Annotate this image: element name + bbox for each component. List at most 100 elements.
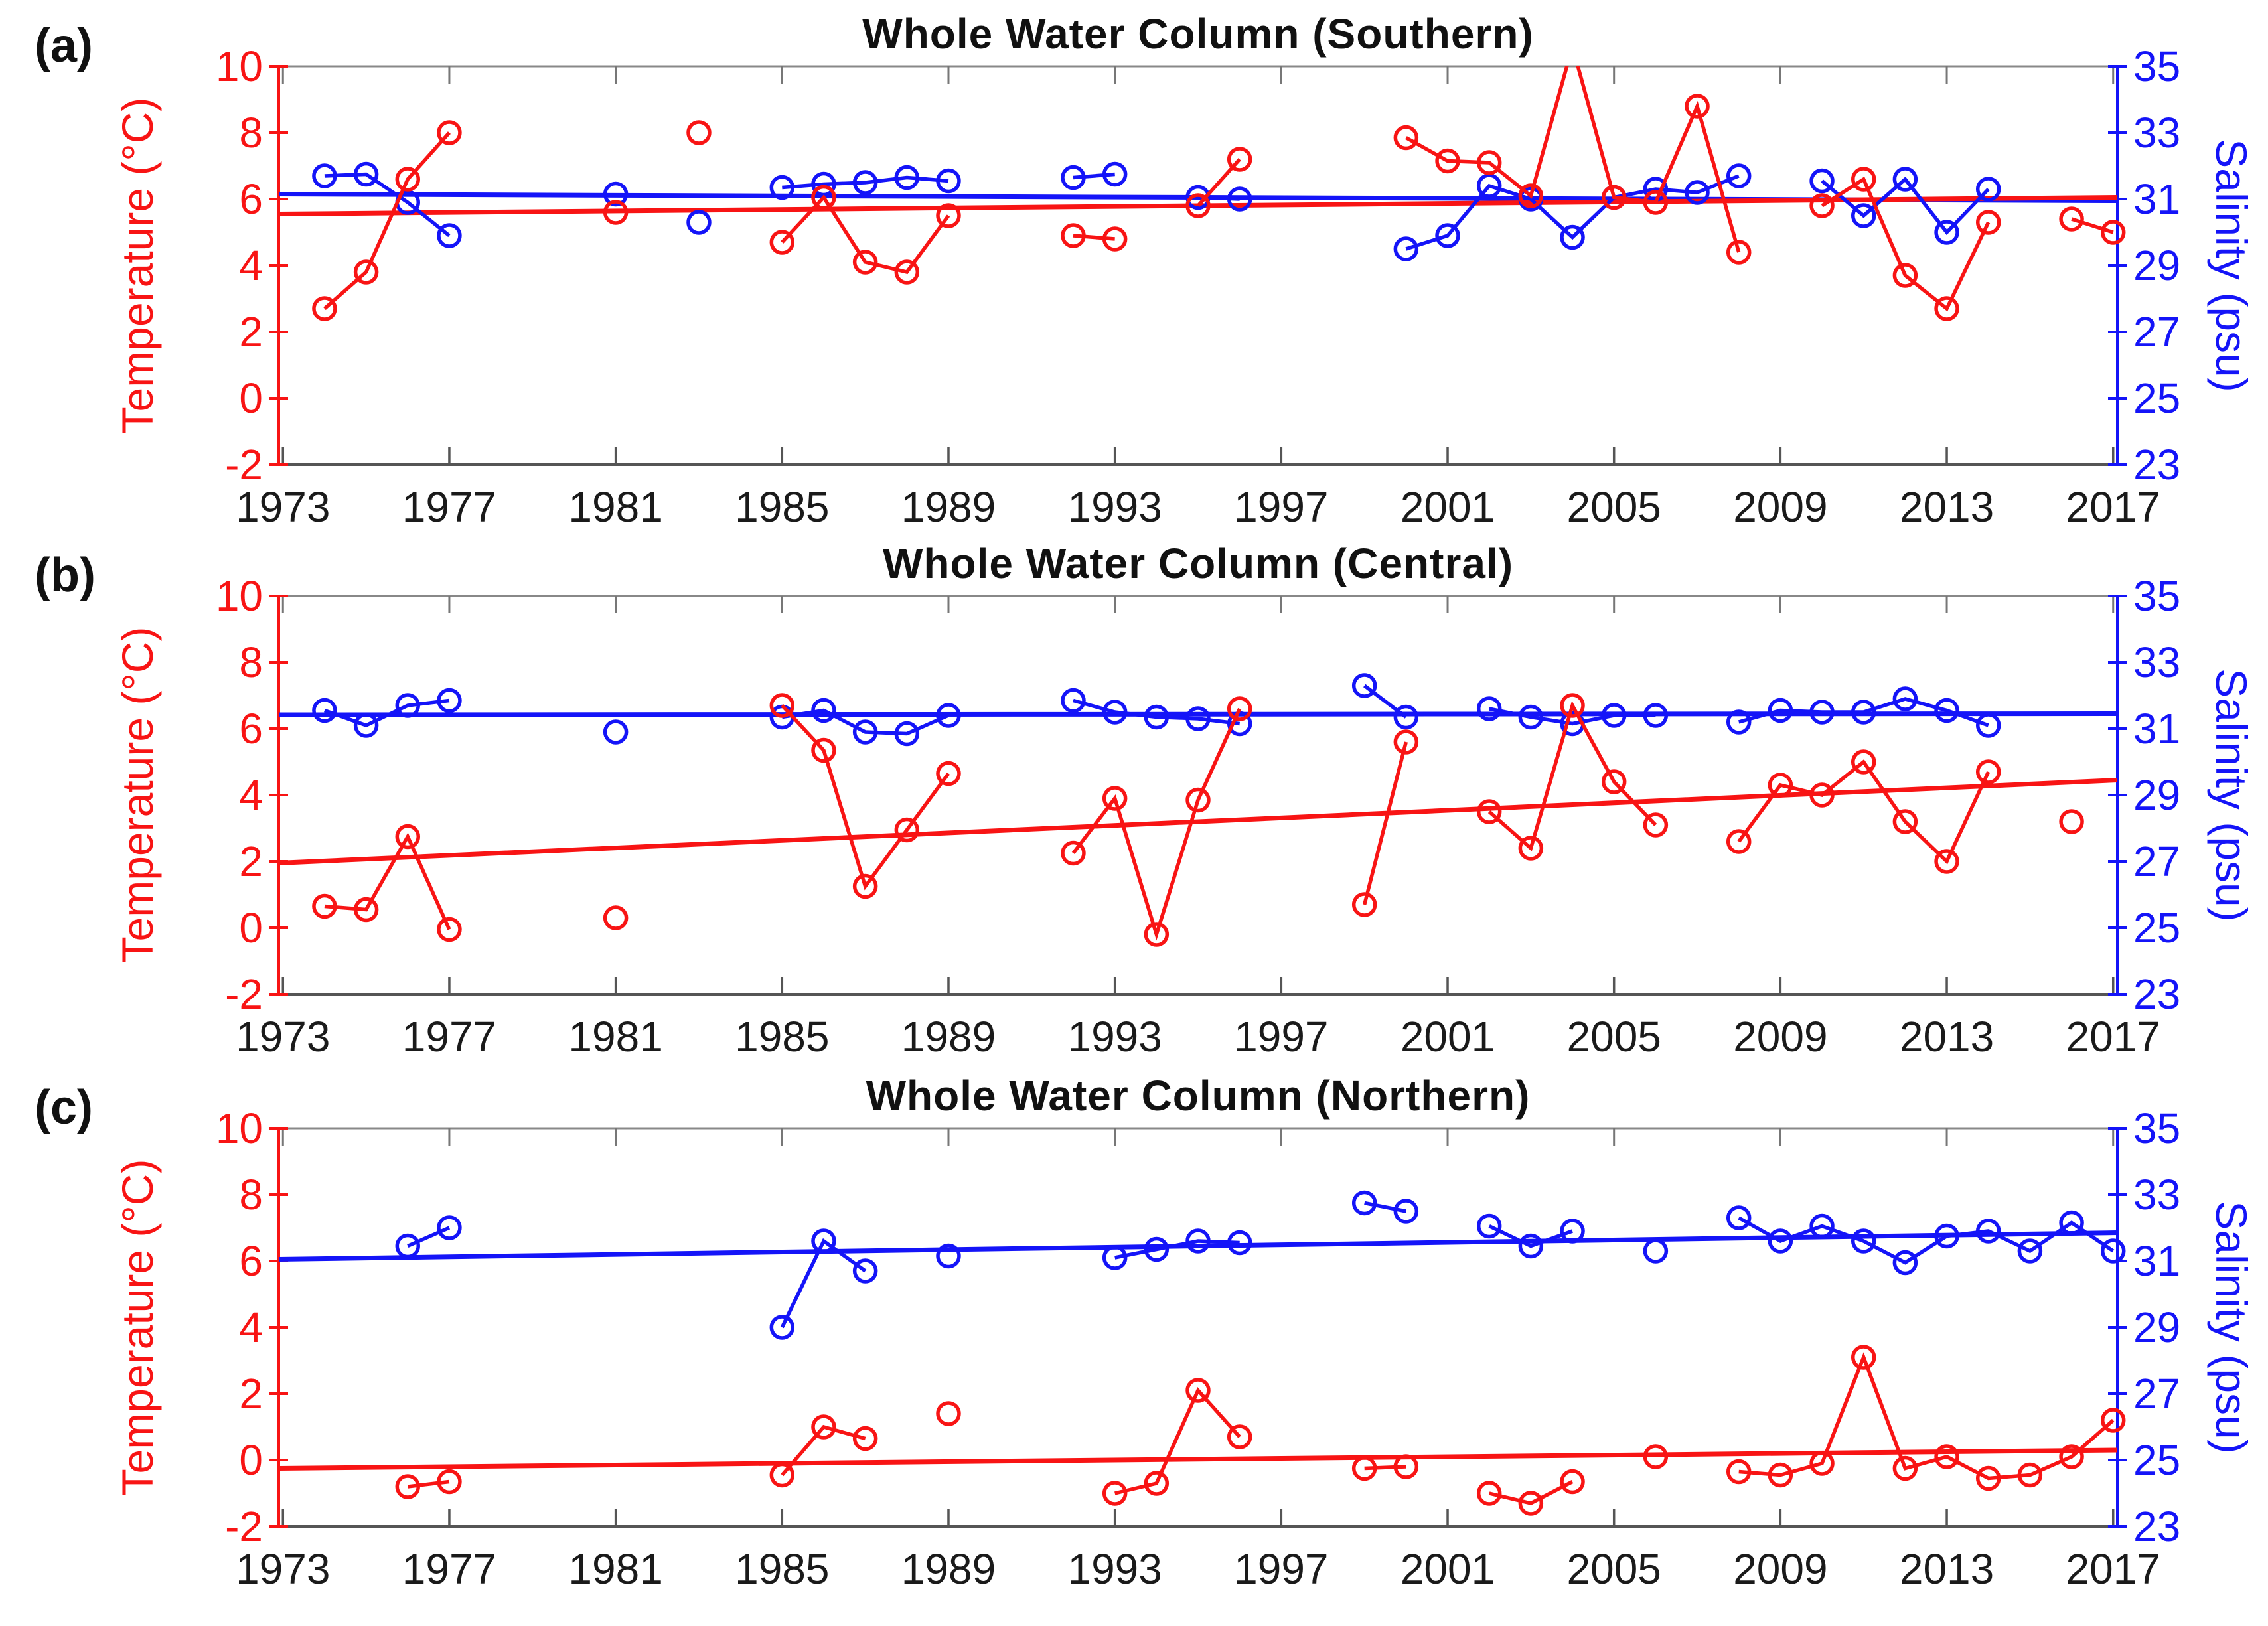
sal-point-marker	[1560, 224, 1585, 250]
x-tick-label: 1981	[568, 1013, 662, 1061]
temp-point-marker	[936, 1401, 961, 1426]
sal-point-marker	[811, 698, 836, 723]
sal-point-marker	[1227, 186, 1252, 212]
temp-point-marker	[1975, 759, 2001, 784]
temp-point-marker	[894, 259, 920, 285]
sal-point-marker	[1892, 1250, 1918, 1276]
x-tick-label: 1977	[402, 1545, 496, 1593]
x-tick-label: 1973	[236, 1545, 330, 1593]
sal-tick-label: 29	[2133, 1303, 2180, 1351]
sal-point-marker	[1975, 713, 2001, 738]
sal-point-marker	[1185, 1228, 1211, 1254]
temp-point-marker	[811, 1414, 836, 1440]
sal-point-marker	[353, 713, 379, 738]
temp-point-marker	[1185, 787, 1211, 813]
temp-point-marker	[1518, 183, 1544, 208]
sal-point-marker	[1144, 1236, 1170, 1262]
sal-point-marker	[1601, 703, 1627, 728]
temp-series-segment	[1364, 1465, 1406, 1471]
temp-series-segment	[1363, 741, 1408, 905]
sal-tick-label: 23	[2133, 441, 2180, 488]
sal-point-marker	[1476, 173, 1502, 198]
sal-point-marker	[769, 175, 795, 200]
temp-point-marker	[395, 824, 421, 850]
temp-point-marker	[1476, 799, 1502, 824]
temp-point-marker	[1185, 1378, 1211, 1403]
temp-tick-label: 10	[216, 1104, 263, 1152]
x-tick-label: 1997	[1234, 1013, 1328, 1061]
sal-tick-label: 27	[2133, 838, 2180, 885]
sal-point-marker	[1185, 185, 1211, 210]
x-tick-label: 1989	[901, 483, 996, 531]
x-tick-label: 1989	[901, 1013, 996, 1061]
temp-point-marker	[1144, 922, 1170, 947]
temp-point-marker	[395, 1474, 421, 1499]
temp-tick-label: 8	[239, 109, 263, 157]
temp-point-marker	[1726, 1459, 1752, 1485]
temp-point-marker	[1809, 782, 1835, 808]
sal-point-marker	[1227, 1230, 1252, 1256]
sal-series-segment	[1364, 1201, 1406, 1213]
temp-point-marker	[1892, 809, 1918, 834]
temp-point-marker	[437, 120, 462, 145]
temp-point-marker	[2059, 809, 2084, 834]
x-tick-label: 2009	[1733, 483, 1827, 531]
sal-series-segment	[1489, 707, 1656, 726]
temp-point-marker	[1685, 94, 1710, 119]
sal-point-marker	[1393, 236, 1419, 261]
sal-point-marker	[1393, 1199, 1419, 1224]
x-tick-label: 1985	[735, 483, 829, 531]
temp-tick-label: 2	[239, 838, 263, 885]
sal-point-marker	[1892, 167, 1918, 192]
temp-series-segment	[1737, 759, 1991, 865]
temp-point-marker	[2100, 220, 2126, 245]
sal-point-marker	[2100, 1238, 2126, 1264]
temp-point-marker	[1768, 773, 1793, 798]
sal-point-marker	[395, 693, 421, 718]
sal-tick-label: 29	[2133, 771, 2180, 819]
sal-point-marker	[936, 168, 961, 194]
sal-point-marker	[312, 163, 337, 188]
temp-point-marker	[894, 817, 920, 843]
sal-series-segment	[324, 698, 450, 727]
temp-point-marker	[1476, 1481, 1502, 1506]
temp-point-marker	[603, 905, 629, 930]
x-tick-label: 2009	[1733, 1545, 1827, 1593]
sal-point-marker	[1726, 163, 1752, 188]
temp-tick-label: 2	[239, 1370, 263, 1418]
temp-point-marker	[2017, 1462, 2043, 1488]
sal-point-marker	[1185, 706, 1211, 731]
sal-point-marker	[1934, 698, 1959, 723]
temp-point-marker	[1476, 150, 1502, 175]
temp-point-marker	[395, 167, 421, 192]
temp-point-marker	[1351, 1455, 1377, 1481]
temp-point-marker	[769, 693, 795, 718]
sal-point-marker	[894, 721, 920, 747]
temp-point-marker	[852, 1426, 878, 1451]
sal-series-segment	[1738, 697, 1989, 727]
sal-point-marker	[437, 688, 462, 713]
temp-series-segment	[1821, 176, 1991, 312]
x-tick-label: 1985	[735, 1545, 829, 1593]
temp-point-marker	[1851, 167, 1876, 192]
temp-point-marker	[312, 893, 337, 919]
temp-series-segment	[781, 704, 950, 891]
temp-trend-line	[278, 1447, 2118, 1471]
x-tick-label: 1977	[402, 483, 496, 531]
sal-point-marker	[811, 1228, 836, 1254]
temp-tick-label: 0	[239, 374, 263, 422]
sal-point-marker	[1102, 700, 1128, 725]
x-tick-label: 2017	[2066, 483, 2160, 531]
x-tick-label: 2013	[1900, 483, 1994, 531]
sal-point-marker	[1768, 1228, 1793, 1254]
sal-series-segment	[1073, 172, 1115, 180]
sal-tick-label: 35	[2133, 1104, 2180, 1152]
sal-point-marker	[1560, 1219, 1585, 1244]
temp-tick-label: 0	[239, 904, 263, 952]
sal-series-segment	[1363, 684, 1408, 719]
sal-point-marker	[686, 210, 712, 235]
temp-point-marker	[1144, 1471, 1170, 1496]
sal-point-marker	[2017, 1238, 2043, 1264]
temp-point-marker	[1227, 1424, 1252, 1449]
temp-series-segment	[407, 1479, 450, 1489]
